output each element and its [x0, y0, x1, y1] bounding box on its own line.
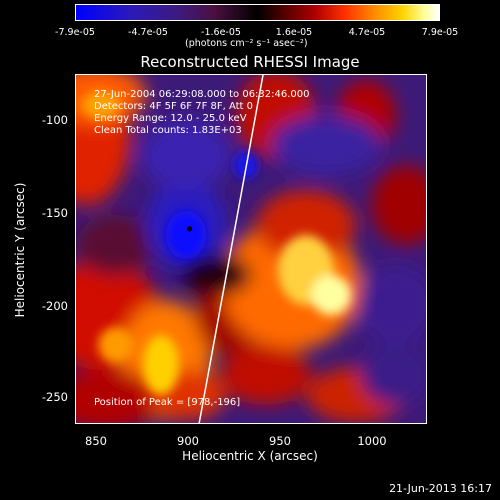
- colorbar-tick: 7.9e-05: [421, 27, 459, 38]
- annotation-clean: Clean Total counts: 1.83E+03: [94, 125, 242, 136]
- chart-title: Reconstructed RHESSI Image: [140, 53, 360, 71]
- colorbar-tick: 1.6e-05: [275, 27, 313, 38]
- annotation-time: 27-Jun-2004 06:29:08.000 to 06:32:46.000: [94, 89, 310, 100]
- colorbar-tick: -4.7e-05: [128, 27, 168, 38]
- annotation-detectors: Detectors: 4F 5F 6F 7F 8F, Att 0: [94, 101, 254, 112]
- colorbar-tick: -7.9e-05: [55, 27, 95, 38]
- colorbar-tick: -1.6e-05: [201, 27, 241, 38]
- x-tick-label: 850: [85, 434, 107, 448]
- x-tick-label: 1000: [357, 434, 387, 448]
- annotation-energy: Energy Range: 12.0 - 25.0 keV: [94, 113, 247, 124]
- x-tick-label: 900: [177, 434, 199, 448]
- y-tick-label: -150: [41, 206, 68, 220]
- y-axis-label: Heliocentric Y (arcsec): [13, 182, 27, 318]
- x-tick-label: 950: [269, 434, 291, 448]
- colorbar-unit: (photons cm⁻² s⁻¹ asec⁻²): [185, 38, 308, 49]
- heatmap-bright-cores: [81, 91, 351, 395]
- footer-date: 21-Jun-2013 16:17: [389, 482, 492, 495]
- limb-line: [198, 75, 264, 423]
- heatmap-image: [76, 75, 426, 423]
- colorbar: [75, 4, 440, 21]
- colorbar-tick: 4.7e-05: [348, 27, 386, 38]
- y-tick-label: -200: [41, 299, 68, 313]
- minimum-marker: [187, 226, 193, 232]
- x-axis-label: Heliocentric X (arcsec): [182, 449, 318, 463]
- annotation-peak: Position of Peak = [978,-196]: [94, 397, 241, 408]
- y-axis: -100 -150 -200 -250: [0, 0, 68, 500]
- y-tick-label: -100: [41, 113, 68, 127]
- y-tick-label: -250: [41, 390, 68, 404]
- plot-area: [75, 74, 427, 424]
